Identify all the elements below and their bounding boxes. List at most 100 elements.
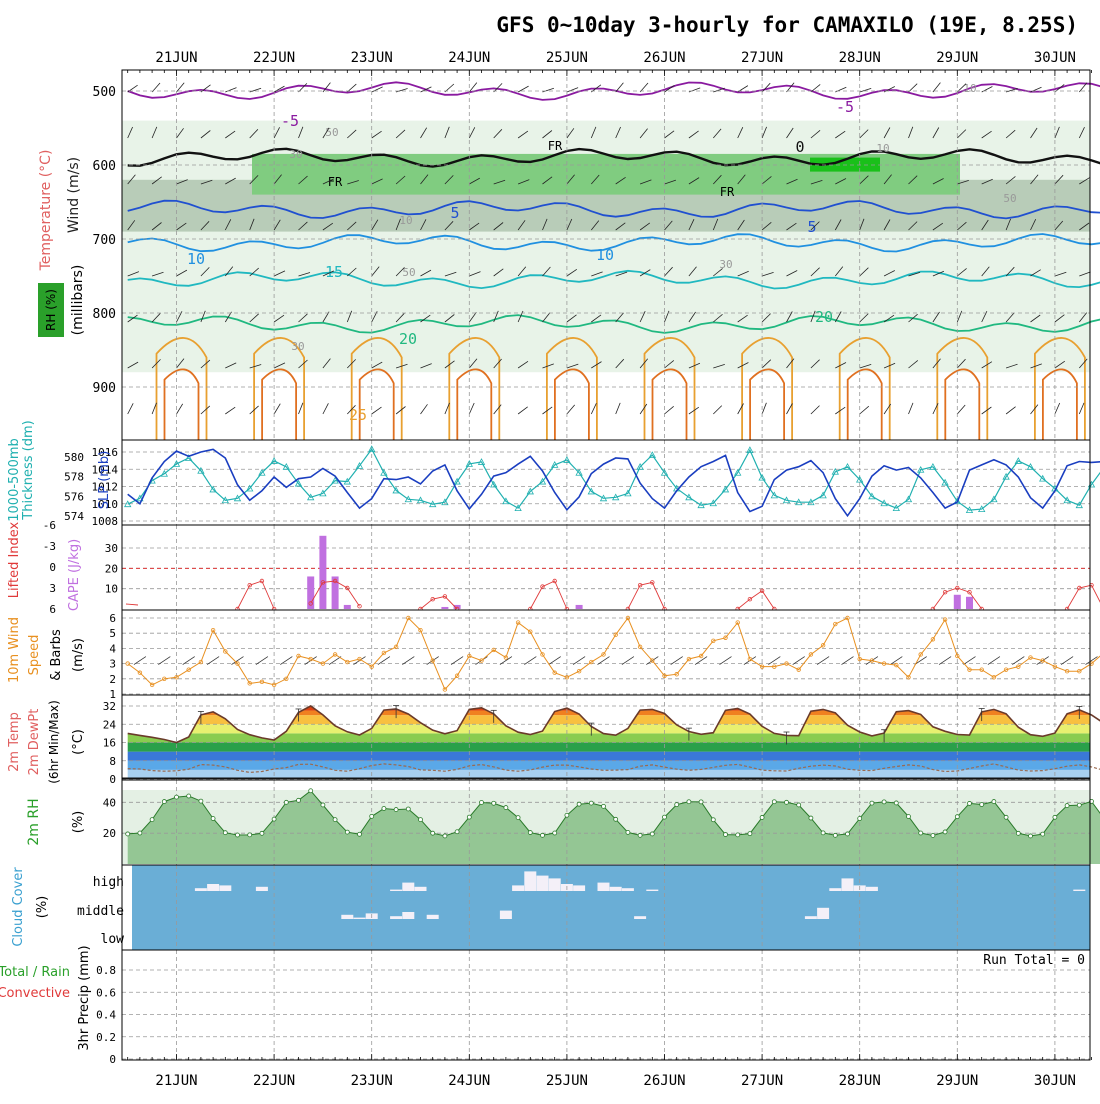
wind-barb <box>1054 126 1060 139</box>
thickness-point <box>868 492 876 500</box>
precip-label-a: Total / Rain <box>0 965 70 980</box>
wind-barb <box>298 83 308 93</box>
thickness-point <box>380 468 388 476</box>
wind-tick: 6 <box>109 612 116 625</box>
rh-contour-label: 50 <box>325 126 338 139</box>
wind-barb <box>249 175 259 185</box>
wind-barb <box>834 266 844 277</box>
wind-barb <box>615 126 621 139</box>
precip-axis-label: 3hr Precip (mm) <box>77 945 92 1050</box>
wind-barb <box>493 268 504 277</box>
rh-point <box>210 816 216 821</box>
wind-barb <box>493 179 506 185</box>
wind-barb <box>859 88 872 93</box>
thickness-point <box>246 484 254 492</box>
wind-barb <box>420 86 432 93</box>
rh-point <box>308 788 314 794</box>
wind-speed-point <box>357 656 362 662</box>
thickness-point <box>392 486 400 494</box>
thickness-point <box>514 504 522 512</box>
day-label-bottom: 29JUN <box>936 1073 978 1089</box>
isotherm-label: -5 <box>836 98 854 116</box>
temp2m-panel: 0 8 16 24 32 2m Temp 2m DewPt (6hr Min/Max) (°C) <box>7 695 1100 786</box>
wind-barb <box>981 219 989 231</box>
day-label-top: 28JUN <box>839 50 881 66</box>
wind-barb <box>932 178 944 185</box>
wind-barb <box>420 174 429 185</box>
rh-point <box>235 832 240 838</box>
day-label-bottom: 21JUN <box>155 1073 197 1089</box>
wind-tick: 5 <box>109 627 116 640</box>
wind-speed-point <box>430 658 435 663</box>
wind-barb <box>1030 219 1037 231</box>
wind-barb <box>810 267 820 277</box>
rh-point <box>820 830 826 836</box>
wind-barb <box>761 82 771 93</box>
rh-point <box>845 831 850 837</box>
thickness-label-a: 1000-500mb <box>7 438 22 522</box>
wind-tick: 3 <box>109 658 116 671</box>
li-tick: -6 <box>43 519 56 532</box>
cloud-bar <box>634 916 647 919</box>
wind-speed-point <box>711 638 716 643</box>
day-label-top: 25JUN <box>546 50 588 66</box>
wind-barb <box>688 362 701 369</box>
rh2m-unit: (%) <box>71 811 86 834</box>
isotherm-lobe <box>651 368 688 440</box>
wind-barb <box>1078 127 1085 139</box>
rh-tick: 20 <box>103 827 116 840</box>
day-label-bottom: 27JUN <box>741 1073 783 1089</box>
lifted-index-point <box>540 584 545 589</box>
wind-speed-point <box>491 647 496 653</box>
wind-barb <box>200 310 206 323</box>
thickness-point <box>538 477 547 485</box>
surface-wind-barb <box>621 656 635 665</box>
wind-barb <box>542 218 548 231</box>
thickness-point <box>1026 462 1035 470</box>
wind-barb <box>517 266 527 277</box>
wind-barb <box>908 175 918 185</box>
wind-barb <box>761 402 767 415</box>
rh-point <box>1052 814 1058 820</box>
temp-tick: 8 <box>109 755 116 768</box>
wind-barb <box>737 219 745 231</box>
wind-barb <box>371 86 383 93</box>
thickness-point <box>1039 474 1047 482</box>
wind-barb <box>322 222 334 231</box>
wind-barb <box>225 177 236 185</box>
thickness-point <box>660 468 669 476</box>
temp-band <box>127 733 1090 743</box>
rh-point <box>771 799 777 805</box>
thickness-point <box>831 467 839 475</box>
wind-barb <box>273 174 282 185</box>
wind-barb <box>322 403 329 415</box>
wind-barb <box>761 272 774 277</box>
wind-barb <box>273 270 286 277</box>
rh-point <box>1028 833 1033 839</box>
wind-barb <box>493 83 503 93</box>
thickness-point <box>807 498 815 506</box>
surface-wind-barb <box>792 656 805 665</box>
wind-barb <box>810 84 821 93</box>
wind-barb <box>127 220 136 231</box>
wind-speed-point <box>479 658 484 663</box>
wind-barb <box>298 313 308 323</box>
rh-point <box>174 794 179 800</box>
wind-speed-point <box>735 620 740 625</box>
wind-barb <box>542 406 553 415</box>
wind-barb <box>371 219 379 231</box>
wind-barb <box>737 174 746 185</box>
wind-speed-point <box>528 629 533 634</box>
day-label-bottom: 25JUN <box>546 1073 588 1089</box>
day-label-bottom: 22JUN <box>253 1073 295 1089</box>
rh-area <box>127 790 1100 864</box>
wind-barb <box>200 130 211 139</box>
wind-barb <box>347 359 356 369</box>
rh-point <box>369 813 375 819</box>
rh-point <box>893 800 899 806</box>
slp-tick: 1012 <box>92 481 119 494</box>
rh-point <box>259 830 265 836</box>
thickness-point <box>185 454 193 461</box>
isotherm-lobe <box>358 368 395 440</box>
surface-wind-barb <box>206 656 220 665</box>
